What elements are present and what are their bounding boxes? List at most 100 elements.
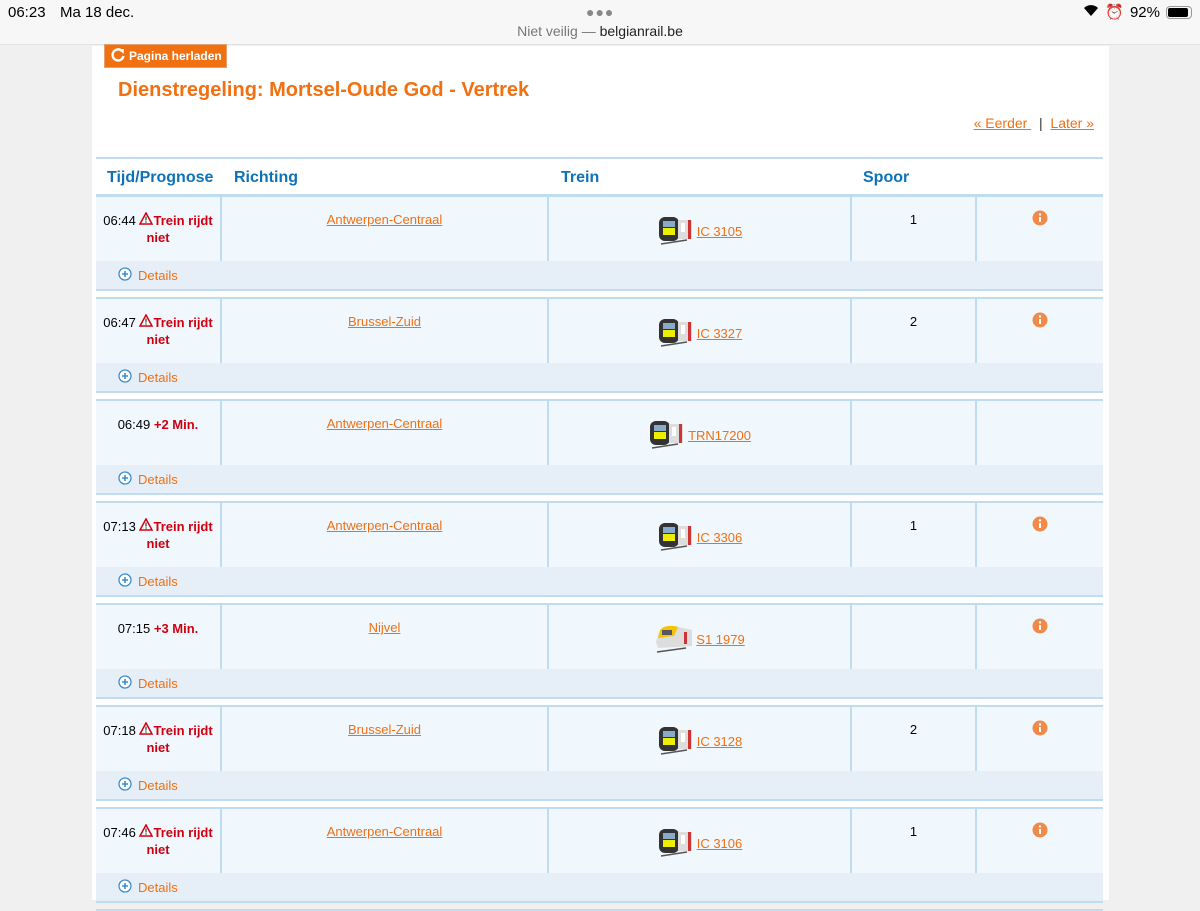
col-train: Trein <box>561 169 600 186</box>
col-platform: Spoor <box>863 169 910 186</box>
info-cell <box>977 503 1103 567</box>
direction-link[interactable]: Brussel-Zuid <box>348 722 421 737</box>
departure-time: 07:46 <box>103 825 136 840</box>
train-link[interactable]: TRN17200 <box>688 427 751 443</box>
col-time: Tijd/Prognose <box>107 169 214 186</box>
platform-cell: 2 <box>852 299 977 363</box>
pager: « Eerder | Later » <box>974 115 1094 131</box>
departure-time: 06:44 <box>103 213 136 228</box>
pager-separator: | <box>1038 115 1043 131</box>
reload-icon <box>111 47 125 65</box>
details-label: Details <box>138 879 178 895</box>
direction-link[interactable]: Brussel-Zuid <box>348 314 421 329</box>
platform-cell: 1 <box>852 197 977 261</box>
direction-link[interactable]: Antwerpen-Centraal <box>326 416 443 431</box>
direction-link[interactable]: Antwerpen-Centraal <box>326 518 443 533</box>
direction-link[interactable]: Antwerpen-Centraal <box>326 212 443 227</box>
departure-main: 07:18 Trein rijdt niet Brussel-Zuid IC 3… <box>96 707 1103 771</box>
info-icon[interactable] <box>1032 618 1048 669</box>
departure-main: 06:44 Trein rijdt niet Antwerpen-Centraa… <box>96 197 1103 261</box>
direction-cell: Antwerpen-Centraal <box>222 401 549 465</box>
details-toggle[interactable]: Details <box>96 669 1103 699</box>
reload-button[interactable]: Pagina herladen <box>104 44 227 68</box>
time-cell: 07:46 Trein rijdt niet <box>96 809 222 873</box>
train-cell: IC 3327 <box>549 299 852 363</box>
platform-cell <box>852 605 977 669</box>
ic-train-icon <box>657 520 695 555</box>
train-cell: S1 1979 <box>549 605 852 669</box>
ic-train-icon <box>657 826 695 861</box>
train-link[interactable]: IC 3105 <box>696 223 743 239</box>
row-divider <box>96 603 1103 605</box>
info-cell <box>977 299 1103 363</box>
status-text: Trein rijdt niet <box>146 723 213 755</box>
departure-main: 06:47 Trein rijdt niet Brussel-Zuid IC 3… <box>96 299 1103 363</box>
ic-train-icon <box>657 724 695 759</box>
time-cell: 06:49 +2 Min. <box>96 401 222 465</box>
wifi-icon <box>1083 4 1099 21</box>
reload-label: Pagina herladen <box>129 49 222 63</box>
info-icon[interactable] <box>1032 312 1048 363</box>
train-cell: IC 3306 <box>549 503 852 567</box>
row-divider <box>96 297 1103 299</box>
details-label: Details <box>138 675 178 691</box>
time-cell: 06:47 Trein rijdt niet <box>96 299 222 363</box>
table-row: 07:18 Trein rijdt niet Brussel-Zuid IC 3… <box>96 707 1103 809</box>
train-link[interactable]: IC 3327 <box>696 325 743 341</box>
direction-link[interactable]: Nijvel <box>368 620 401 635</box>
info-icon[interactable] <box>1032 210 1048 261</box>
train-cell: IC 3105 <box>549 197 852 261</box>
train-cell: TRN17200 <box>549 401 852 465</box>
status-icons: ⏰ 92% <box>1083 3 1192 21</box>
direction-cell: Nijvel <box>222 605 549 669</box>
warning-icon <box>139 721 154 738</box>
time-cell: 06:44 Trein rijdt niet <box>96 197 222 261</box>
info-icon[interactable] <box>1032 822 1048 873</box>
train-link[interactable]: IC 3106 <box>696 835 743 851</box>
direction-cell: Brussel-Zuid <box>222 299 549 363</box>
details-toggle[interactable]: Details <box>96 771 1103 801</box>
more-dots-icon[interactable]: ●●● <box>586 4 615 20</box>
details-label: Details <box>138 471 178 487</box>
address-bar[interactable]: Niet veilig — belgianrail.be <box>0 23 1200 39</box>
delay-text: +3 Min. <box>153 621 199 636</box>
expand-plus-icon <box>118 368 132 386</box>
details-toggle[interactable]: Details <box>96 873 1103 903</box>
row-divider <box>96 807 1103 809</box>
info-icon[interactable] <box>1032 720 1048 771</box>
details-label: Details <box>138 777 178 793</box>
train-cell: IC 3128 <box>549 707 852 771</box>
direction-link[interactable]: Antwerpen-Centraal <box>326 824 443 839</box>
status-text: Trein rijdt niet <box>146 825 213 857</box>
info-cell <box>977 707 1103 771</box>
time-cell: 07:15 +3 Min. <box>96 605 222 669</box>
details-toggle[interactable]: Details <box>96 261 1103 291</box>
delay-text: +2 Min. <box>153 417 199 432</box>
time-cell: 07:18 Trein rijdt niet <box>96 707 222 771</box>
later-link[interactable]: Later » <box>1050 115 1094 131</box>
train-link[interactable]: IC 3128 <box>696 733 743 749</box>
departure-time: 06:49 <box>117 417 151 432</box>
details-toggle[interactable]: Details <box>96 363 1103 393</box>
direction-cell: Antwerpen-Centraal <box>222 503 549 567</box>
train-link[interactable]: S1 1979 <box>696 631 745 647</box>
warning-icon <box>139 823 154 840</box>
expand-plus-icon <box>118 878 132 896</box>
train-link[interactable]: IC 3306 <box>696 529 743 545</box>
departure-time: 07:18 <box>103 723 136 738</box>
info-icon[interactable] <box>1032 516 1048 567</box>
ic-train-icon <box>657 214 695 249</box>
departure-time: 07:13 <box>103 519 136 534</box>
table-row: 07:15 +3 Min. Nijvel S1 1979 Details <box>96 605 1103 707</box>
details-toggle[interactable]: Details <box>96 465 1103 495</box>
earlier-link[interactable]: « Eerder <box>973 115 1032 131</box>
direction-cell: Antwerpen-Centraal <box>222 197 549 261</box>
page-title: Dienstregeling: Mortsel-Oude God - Vertr… <box>118 79 530 101</box>
details-toggle[interactable]: Details <box>96 567 1103 597</box>
s-train-icon <box>654 622 694 657</box>
row-divider <box>96 705 1103 707</box>
platform-cell: 2 <box>852 707 977 771</box>
status-text: Trein rijdt niet <box>146 519 213 551</box>
battery-percent: 92% <box>1129 3 1160 21</box>
expand-plus-icon <box>118 266 132 284</box>
